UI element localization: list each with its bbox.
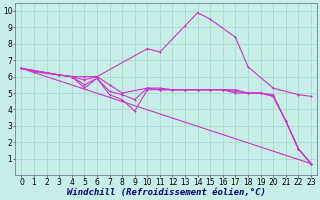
X-axis label: Windchill (Refroidissement éolien,°C): Windchill (Refroidissement éolien,°C) (67, 188, 266, 197)
